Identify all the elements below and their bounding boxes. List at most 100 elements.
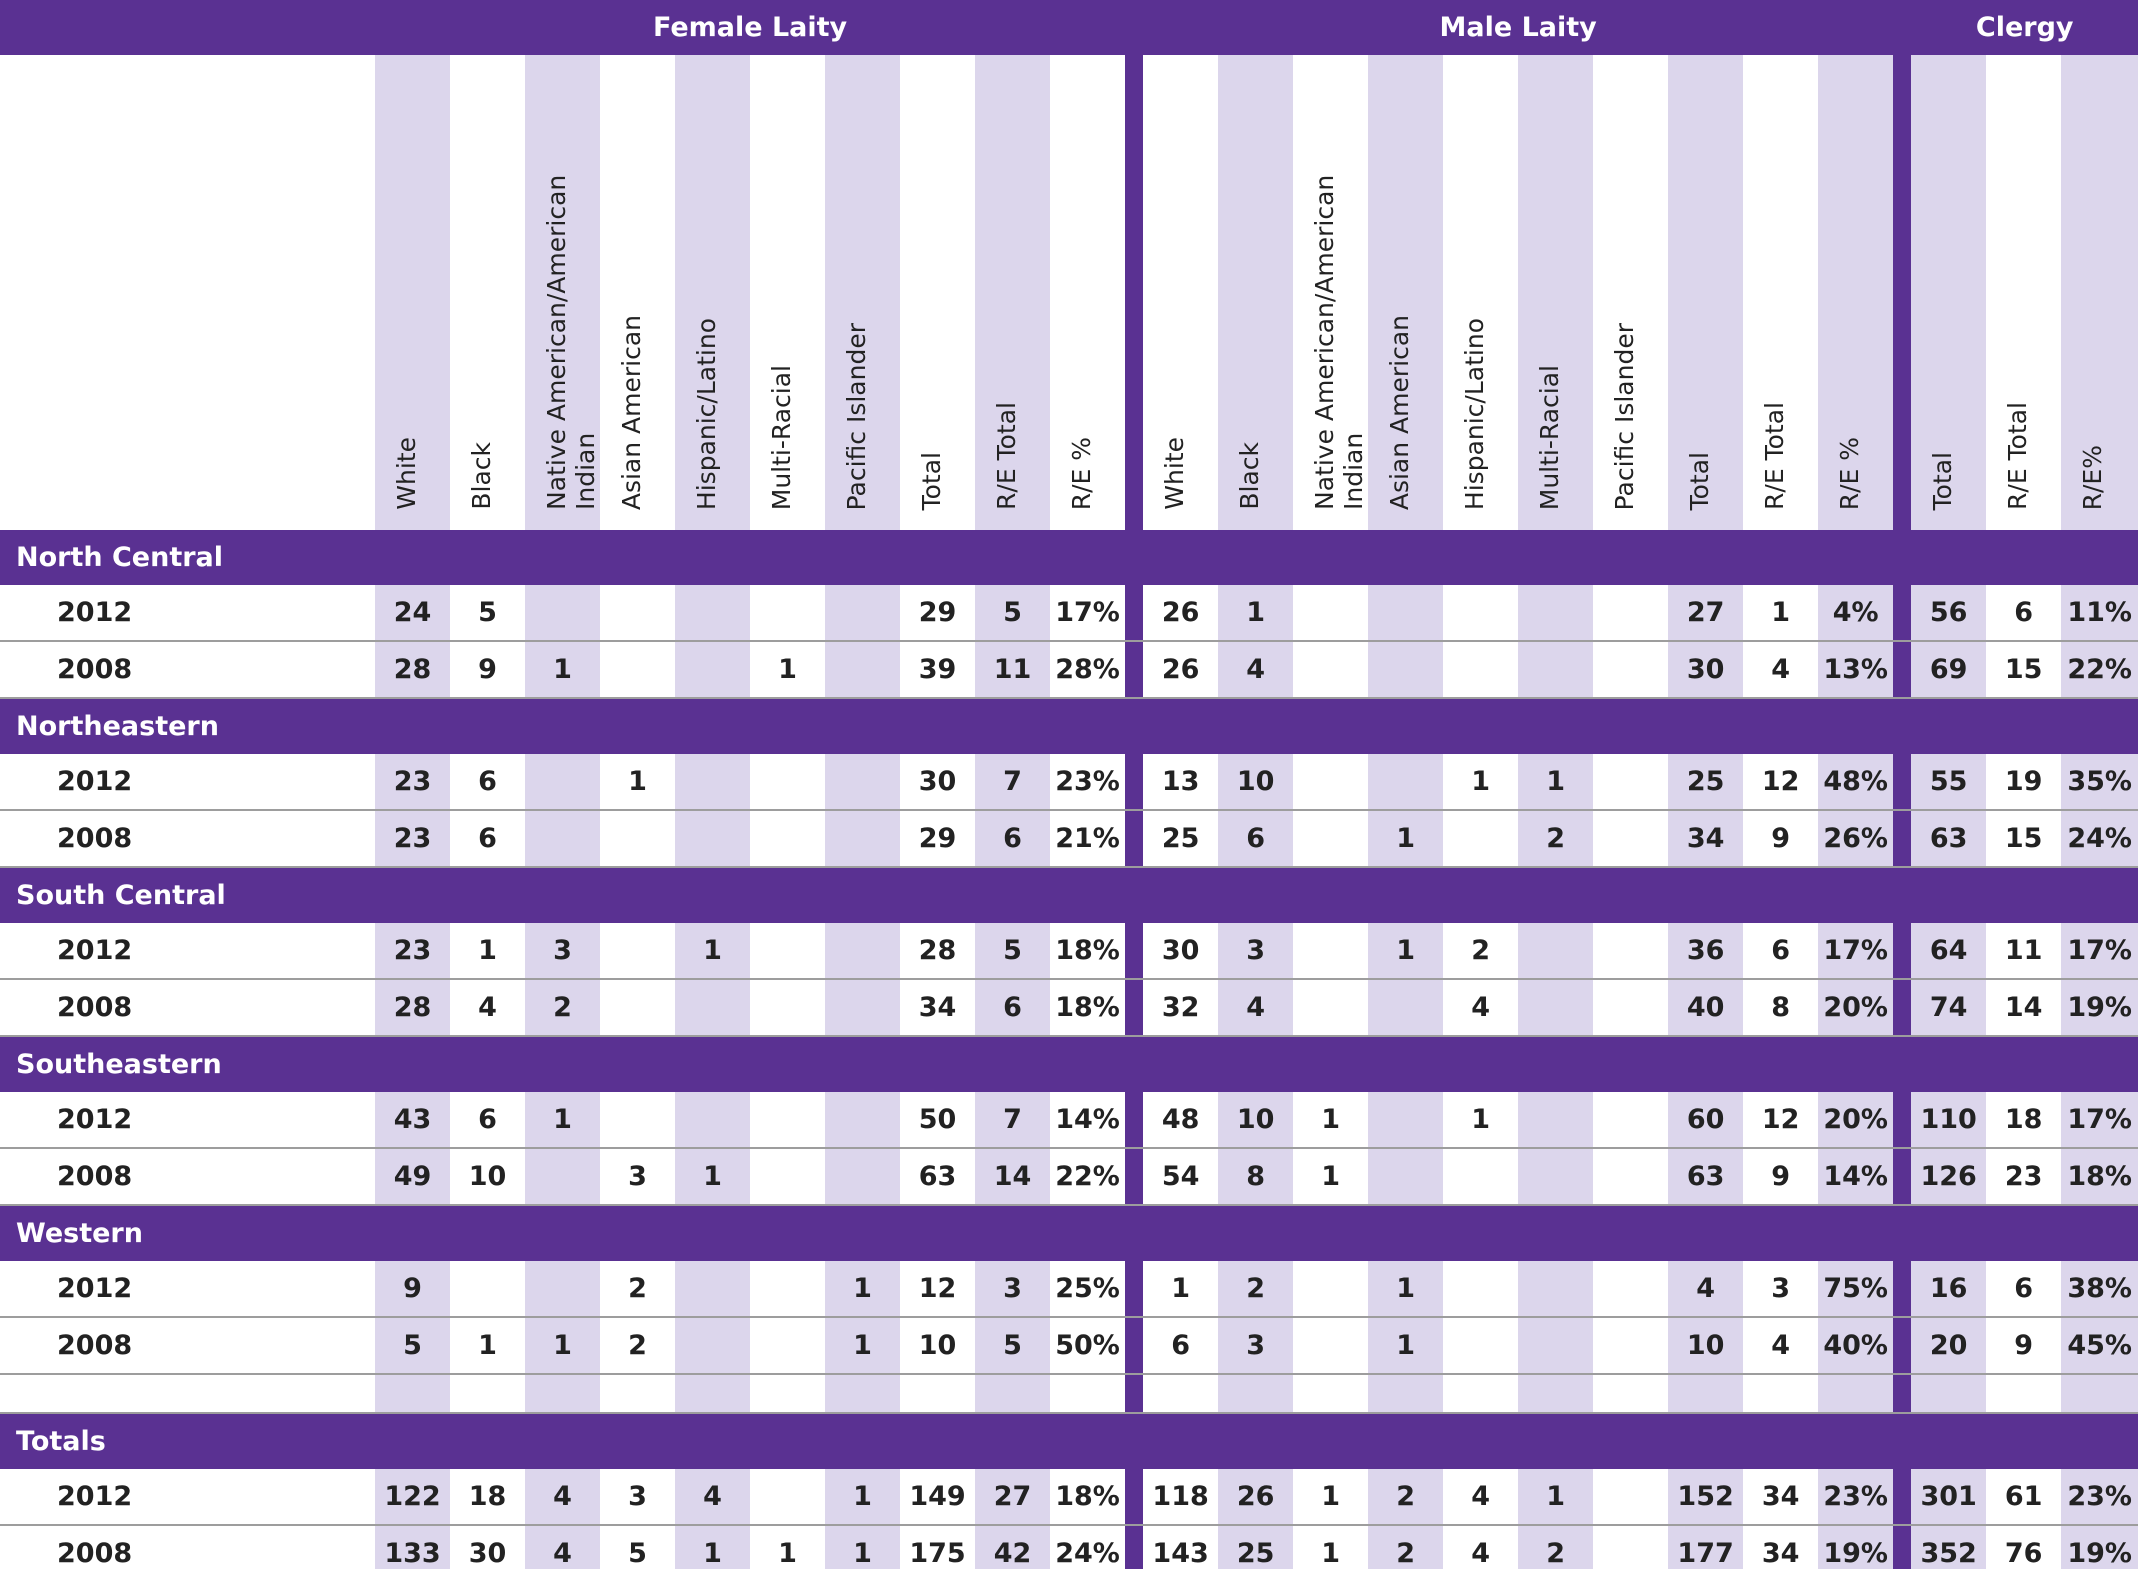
cell: 1: [1293, 1469, 1369, 1526]
cell: [600, 1092, 675, 1149]
cell: 122: [375, 1469, 450, 1526]
cell: [1593, 923, 1669, 980]
cell: [1293, 810, 1369, 868]
cell: 1: [1218, 585, 1294, 642]
cell: 1: [450, 923, 525, 980]
row: 2012 43 6 1 50 7 14% 48 10 1 1 60 12 20% 110 18 17%: [0, 1092, 2138, 1149]
cell: 1: [825, 1317, 900, 1375]
cell: [525, 1148, 600, 1206]
cell: 19: [1986, 754, 2062, 811]
separator: [1893, 55, 1912, 530]
cell: [750, 1317, 825, 1375]
cell: [525, 754, 600, 811]
column-header: Pacific Islander: [825, 55, 900, 530]
cell: 13%: [1818, 641, 1894, 699]
cell: 23%: [2061, 1469, 2138, 1526]
cell: 152: [1668, 1469, 1744, 1526]
column-header: R/E Total: [1986, 55, 2061, 530]
cell: 23: [375, 810, 450, 868]
cell: 17%: [1050, 585, 1126, 642]
cell: [750, 1261, 825, 1318]
cell: 6: [1986, 585, 2062, 642]
separator: [1893, 1148, 1912, 1206]
cell: 15: [1986, 641, 2062, 699]
cell: 40%: [1818, 1317, 1894, 1375]
blank-cell: [1368, 1374, 1444, 1414]
cell: [750, 923, 825, 980]
cell: [750, 1148, 825, 1206]
cell: 14: [1986, 979, 2062, 1037]
cell: 6: [450, 810, 525, 868]
cell: 18: [1986, 1092, 2062, 1149]
cell: 45%: [2061, 1317, 2138, 1375]
cell: 6: [1986, 1261, 2062, 1318]
cell: 1: [1293, 1092, 1369, 1149]
cell: [1518, 979, 1594, 1037]
cell: 4: [675, 1469, 750, 1526]
cell: 74: [1911, 979, 1987, 1037]
cell: [1443, 1261, 1519, 1318]
cell: 15: [1986, 810, 2062, 868]
cell: 30: [900, 754, 975, 811]
cell: 27: [975, 1469, 1050, 1526]
cell: 118: [1143, 1469, 1219, 1526]
cell: 11: [975, 641, 1050, 699]
cell: 18: [450, 1469, 525, 1526]
cell: 48: [1143, 1092, 1219, 1149]
cell: 18%: [1050, 979, 1126, 1037]
cell: [600, 641, 675, 699]
cell: 133: [375, 1525, 450, 1569]
separator: [1125, 1525, 1144, 1569]
cell: 3: [600, 1469, 675, 1526]
separator: [1125, 1317, 1144, 1375]
cell: 34: [900, 979, 975, 1037]
blank-cell: [975, 1374, 1050, 1414]
column-header-text: Asian American: [1385, 314, 1415, 510]
cell: 17%: [2061, 1092, 2138, 1149]
cell: [1593, 1261, 1669, 1318]
cell: 2: [1218, 1261, 1294, 1318]
cell: [1443, 641, 1519, 699]
cell: [675, 1317, 750, 1375]
separator: [1125, 810, 1144, 868]
cell: [675, 754, 750, 811]
column-header: Hispanic/Latino: [1443, 55, 1518, 530]
cell: 301: [1911, 1469, 1987, 1526]
cell: 9: [375, 1261, 450, 1318]
column-header: Multi-Racial: [1518, 55, 1594, 530]
separator: [1893, 585, 1912, 642]
cell: [1443, 1317, 1519, 1375]
cell: 10: [900, 1317, 975, 1375]
cell: 1: [1293, 1525, 1369, 1569]
cell: 20%: [1818, 1092, 1894, 1149]
blank-cell: [1518, 1374, 1594, 1414]
cell: 1: [1518, 1469, 1594, 1526]
cell: 9: [450, 641, 525, 699]
cell: 10: [1668, 1317, 1744, 1375]
cell: 18%: [1050, 923, 1126, 980]
blank-cell: [525, 1374, 600, 1414]
cell: [1293, 923, 1369, 980]
blank-cell: [675, 1374, 750, 1414]
cell: 1: [450, 1317, 525, 1375]
cell: 12: [1743, 754, 1819, 811]
column-header: Native American/American Indian: [1293, 55, 1368, 530]
cell: 4: [525, 1469, 600, 1526]
cell: 4: [450, 979, 525, 1037]
blank-cell: [0, 1374, 375, 1414]
separator: [1125, 979, 1144, 1037]
separator: [1893, 754, 1912, 811]
cell: 1: [525, 1317, 600, 1375]
cell: [1293, 979, 1369, 1037]
cell: [1518, 1261, 1594, 1318]
group-title: Female Laity: [375, 0, 1126, 55]
blank-cell: [1986, 1374, 2062, 1414]
cell: [1593, 1469, 1669, 1526]
cell: 110: [1911, 1092, 1987, 1149]
cell: 63: [900, 1148, 975, 1206]
cell: 18%: [1050, 1469, 1126, 1526]
cell: 63: [1668, 1148, 1744, 1206]
cell: 2: [1443, 923, 1519, 980]
row: Totals: [0, 1413, 2138, 1469]
cell: 126: [1911, 1148, 1987, 1206]
